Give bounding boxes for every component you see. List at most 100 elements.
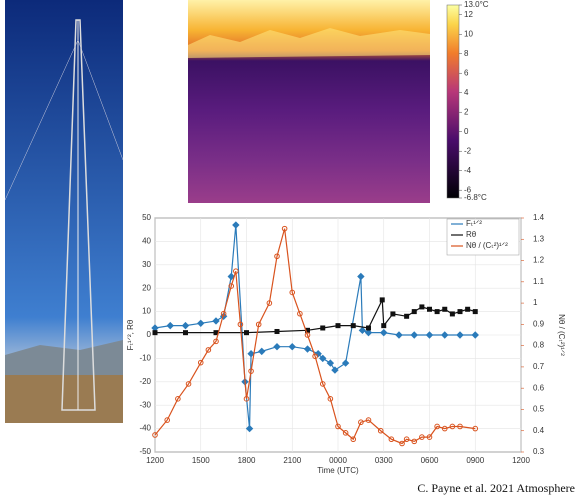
x-tick-label: 0300 [375, 456, 393, 465]
colorbar-tick-label: -6.8°C [464, 193, 487, 202]
marker [233, 222, 239, 228]
marker [152, 325, 158, 331]
thermal-image [188, 0, 459, 203]
marker [305, 346, 311, 352]
marker [275, 329, 279, 333]
y2-axis-label: Nθ / (Cₜ²)¹ᐟ² [557, 314, 566, 356]
y-tick-label: 40 [142, 237, 151, 246]
x-tick-label: 1200 [146, 456, 164, 465]
marker [466, 307, 470, 311]
y-tick-label: 20 [142, 283, 151, 292]
marker [420, 305, 424, 309]
y2-tick-label: 0.4 [533, 426, 545, 435]
y2-tick-label: 1.1 [533, 277, 545, 286]
x-tick-label: 0600 [421, 456, 439, 465]
marker [327, 360, 333, 366]
y-tick-label: 0 [147, 330, 152, 339]
marker [473, 310, 477, 314]
marker [382, 324, 386, 328]
colorbar-tick-label: -6 [464, 185, 472, 194]
marker [336, 324, 340, 328]
marker [443, 307, 447, 311]
marker [153, 331, 157, 335]
y2-tick-label: 0.8 [533, 341, 545, 350]
y-tick-label: -10 [139, 354, 151, 363]
figure: C. Payne et al. 2021 Atmosphere -6.8°C-6… [0, 0, 582, 502]
marker [427, 332, 433, 338]
marker [391, 312, 395, 316]
marker [167, 323, 173, 329]
tower-photo [5, 0, 123, 423]
marker [428, 307, 432, 311]
marker [457, 332, 463, 338]
series-line [155, 300, 475, 333]
colorbar-tick-label: 0 [464, 127, 469, 136]
x-tick-label: 2100 [283, 456, 301, 465]
marker [247, 426, 253, 432]
colorbar-tick-label: 6 [464, 68, 469, 77]
y2-tick-label: 1.3 [533, 234, 545, 243]
colorbar-tick-label: 12 [464, 10, 473, 19]
x-tick-label: 1800 [238, 456, 256, 465]
marker [450, 312, 454, 316]
y-tick-label: -40 [139, 424, 151, 433]
colorbar-tick-label: 10 [464, 29, 473, 38]
x-tick-label: 1500 [192, 456, 210, 465]
y-tick-label: -30 [139, 400, 151, 409]
colorbar-tick-label: -4 [464, 166, 472, 175]
marker [198, 320, 204, 326]
marker [289, 344, 295, 350]
x-tick-label: 0000 [329, 456, 347, 465]
marker [213, 318, 219, 324]
y2-tick-label: 1.2 [533, 256, 545, 265]
y2-tick-label: 1 [533, 298, 538, 307]
y2-tick-label: 0.3 [533, 447, 545, 456]
series-line [155, 225, 475, 429]
marker [274, 344, 280, 350]
x-tick-label: 0900 [466, 456, 484, 465]
y-tick-label: -50 [139, 447, 151, 456]
x-tick-label: 1200 [512, 456, 530, 465]
marker [396, 332, 402, 338]
marker [332, 367, 338, 373]
marker [184, 331, 188, 335]
marker [435, 310, 439, 314]
marker [442, 332, 448, 338]
colorbar-tick-label: 4 [464, 88, 469, 97]
colorbar-tick-label: 8 [464, 49, 469, 58]
colorbar [447, 5, 459, 198]
marker [472, 332, 478, 338]
marker [259, 348, 265, 354]
marker [245, 331, 249, 335]
legend-entry: Nθ / (Cₜ²)¹ᐟ² [466, 241, 508, 250]
y2-tick-label: 0.9 [533, 319, 545, 328]
marker [458, 310, 462, 314]
marker [405, 314, 409, 318]
y-tick-label: 50 [142, 213, 151, 222]
y2-tick-label: 0.7 [533, 362, 545, 371]
legend-entry: Fₜ¹ᐟ² [466, 219, 482, 228]
y-tick-label: 10 [142, 307, 151, 316]
caption: C. Payne et al. 2021 Atmosphere [417, 481, 575, 495]
marker [411, 332, 417, 338]
colorbar-tick-label: -2 [464, 146, 472, 155]
marker [343, 360, 349, 366]
y-tick-label: 30 [142, 260, 151, 269]
marker [358, 274, 364, 280]
marker [380, 298, 384, 302]
marker [412, 310, 416, 314]
y-tick-label: -20 [139, 377, 151, 386]
marker [351, 324, 355, 328]
marker [183, 323, 189, 329]
colorbar-tick-label: 13.0°C [464, 0, 489, 9]
marker [367, 326, 371, 330]
colorbar-tick-label: 2 [464, 107, 469, 116]
marker [321, 326, 325, 330]
y2-tick-label: 0.6 [533, 383, 545, 392]
y2-tick-label: 0.5 [533, 405, 545, 414]
x-axis-label: Time (UTC) [317, 466, 359, 475]
legend-entry: Rθ [466, 230, 477, 239]
marker [359, 327, 365, 333]
y-axis-label: Fₜ¹ᐟ², Rθ [126, 319, 135, 350]
y2-tick-label: 1.4 [533, 213, 545, 222]
